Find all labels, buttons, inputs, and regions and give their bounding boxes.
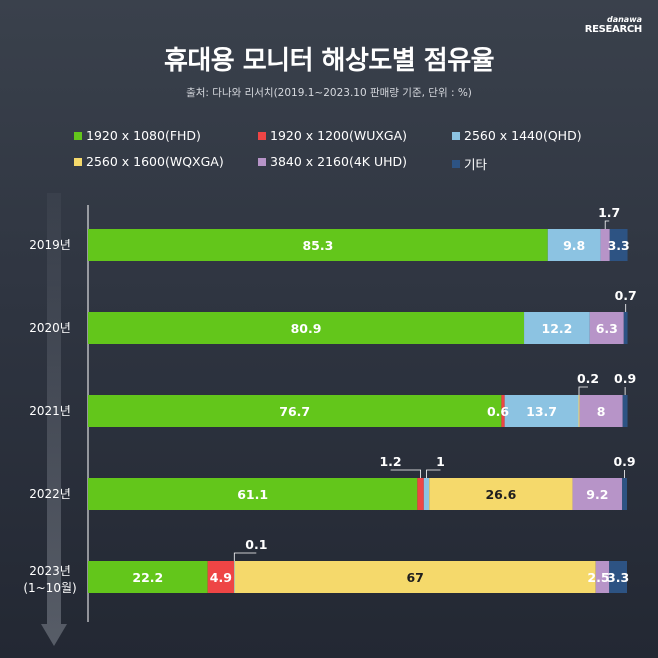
data-label-fhd: 76.7: [279, 404, 310, 419]
brand-logo: danawa RESEARCH: [584, 15, 643, 35]
legend-swatch-fhd: [74, 131, 82, 140]
data-label-wqxga: 67: [406, 570, 423, 585]
legend-item-wqxga: 2560 x 1600(WQXGA): [74, 154, 224, 169]
bar-wqxga: [234, 561, 596, 593]
bar-fhd: [88, 561, 208, 593]
data-label-wuxga: 4.9: [210, 570, 232, 585]
bar-uhd: [572, 478, 623, 510]
legend-item-fhd: 1920 x 1080(FHD): [74, 128, 201, 143]
category-label: 2019년: [29, 238, 71, 252]
bar-other: [609, 229, 628, 261]
bar-wqxga: [578, 395, 580, 427]
data-label-other: 3.3: [608, 238, 630, 253]
data-label-uhd: 9.2: [586, 487, 608, 502]
chart-subtitle: 출처: 다나와 리서치(2019.1~2023.10 판매량 기준, 단위 : …: [186, 87, 472, 99]
bar-uhd: [595, 561, 610, 593]
bar-uhd: [579, 395, 623, 427]
bar-qhd: [547, 229, 601, 261]
category-sublabel: (1~10월): [23, 581, 76, 595]
bar-uhd: [600, 229, 610, 261]
bar-fhd: [88, 478, 418, 510]
leader-line: [233, 552, 257, 561]
bar-uhd: [589, 312, 624, 344]
legend-label-wuxga: 1920 x 1200(WUXGA): [270, 128, 408, 143]
data-label-qhd: 13.7: [526, 404, 557, 419]
bar-other: [622, 395, 628, 427]
leader-line: [604, 220, 610, 229]
bar-qhd: [423, 478, 430, 510]
leader-line: [390, 469, 421, 478]
brand-line1: danawa: [606, 15, 642, 24]
legend-item-other: 기타: [452, 154, 487, 173]
legend-label-wqxga: 2560 x 1600(WQXGA): [86, 154, 224, 169]
bar-wuxga: [417, 478, 424, 510]
legend-swatch-wuxga: [258, 131, 266, 140]
legend-item-qhd: 2560 x 1440(QHD): [452, 128, 582, 143]
legend-item-wuxga: 1920 x 1200(WUXGA): [258, 128, 407, 143]
bar-qhd: [504, 395, 579, 427]
legend-label-other: 기타: [464, 157, 488, 172]
data-label-wuxga: 0.6: [487, 404, 509, 419]
data-label-other: 0.9: [613, 454, 635, 469]
bar-fhd: [88, 312, 525, 344]
data-label-wuxga: 1.2: [379, 454, 401, 469]
leader-line: [578, 386, 588, 395]
legend-swatch-qhd: [452, 131, 460, 140]
data-label-uhd: 1.7: [598, 205, 620, 220]
bar-fhd: [88, 395, 502, 427]
data-label-fhd: 80.9: [291, 321, 322, 336]
legend-swatch-uhd: [258, 157, 266, 166]
data-label-other: 3.3: [607, 570, 629, 585]
bar-wuxga: [501, 395, 505, 427]
legend-swatch-other: [452, 159, 460, 168]
data-label-qhd: 1: [436, 454, 445, 469]
data-label-qhd: 0.1: [245, 537, 267, 552]
data-label-other: 0.7: [615, 288, 637, 303]
bar-wuxga: [207, 561, 235, 593]
bar-wqxga: [429, 478, 573, 510]
legend-label-qhd: 2560 x 1440(QHD): [464, 128, 582, 143]
data-label-fhd: 22.2: [132, 570, 163, 585]
leader-line: [426, 469, 441, 478]
bar-fhd: [88, 229, 548, 261]
brand-line2: RESEARCH: [584, 24, 643, 35]
category-label: 2021년: [29, 404, 71, 418]
legend-label-uhd: 3840 x 2160(4K UHD): [270, 154, 408, 169]
legend-item-uhd: 3840 x 2160(4K UHD): [258, 154, 407, 169]
chart-title: 휴대용 모니터 해상도별 점유율: [163, 46, 495, 76]
data-label-qhd: 12.2: [542, 321, 573, 336]
bar-other: [609, 561, 627, 593]
timeline-arrow: [41, 193, 67, 646]
legend-swatch-wqxga: [74, 157, 82, 166]
bar-qhd: [524, 312, 590, 344]
data-label-wqxga: 26.6: [485, 487, 516, 502]
data-label-uhd: 2.5: [587, 570, 609, 585]
bar-other: [622, 478, 627, 510]
category-label: 2022년: [29, 487, 71, 501]
category-label: 2023년: [29, 564, 71, 578]
category-label: 2020년: [29, 321, 71, 335]
data-label-fhd: 85.3: [302, 238, 333, 253]
data-label-uhd: 8: [597, 404, 606, 419]
bar-other: [623, 312, 628, 344]
data-label-uhd: 6.3: [596, 321, 618, 336]
data-label-other: 0.9: [614, 371, 636, 386]
data-label-qhd: 9.8: [563, 238, 585, 253]
bar-qhd: [234, 561, 236, 593]
legend-label-fhd: 1920 x 1080(FHD): [86, 128, 201, 143]
data-label-wqxga: 0.2: [577, 371, 599, 386]
data-label-fhd: 61.1: [237, 487, 268, 502]
